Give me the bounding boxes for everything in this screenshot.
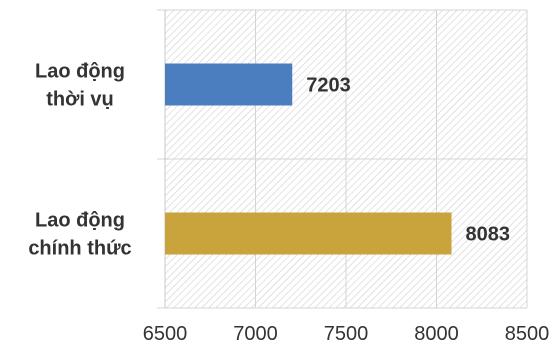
data-label-0: 7203 [306, 75, 351, 97]
category-label-line: Lao động [35, 61, 125, 83]
category-label-line: thời vụ [46, 89, 114, 111]
bar-1 [165, 212, 452, 255]
bars [165, 63, 452, 255]
x-tick-labels: 6500 7000 7500 8000 8500 [143, 323, 550, 345]
category-labels: Lao động thời vụ Lao động chính thức [28, 61, 131, 260]
category-label-line: chính thức [28, 238, 131, 260]
data-labels: 7203 8083 [306, 75, 510, 246]
x-tick-label-6500: 6500 [143, 323, 188, 345]
x-tick-label-8000: 8000 [414, 323, 459, 345]
x-tick-label-8500: 8500 [505, 323, 550, 345]
category-label-0: Lao động thời vụ [35, 61, 125, 111]
x-tick-label-7500: 7500 [324, 323, 369, 345]
category-label-1: Lao động chính thức [28, 210, 131, 260]
category-label-line: Lao động [35, 210, 125, 232]
bar-0 [165, 63, 293, 106]
x-tick-label-7000: 7000 [233, 323, 278, 345]
data-label-1: 8083 [466, 224, 511, 246]
grid-lines [157, 9, 528, 309]
